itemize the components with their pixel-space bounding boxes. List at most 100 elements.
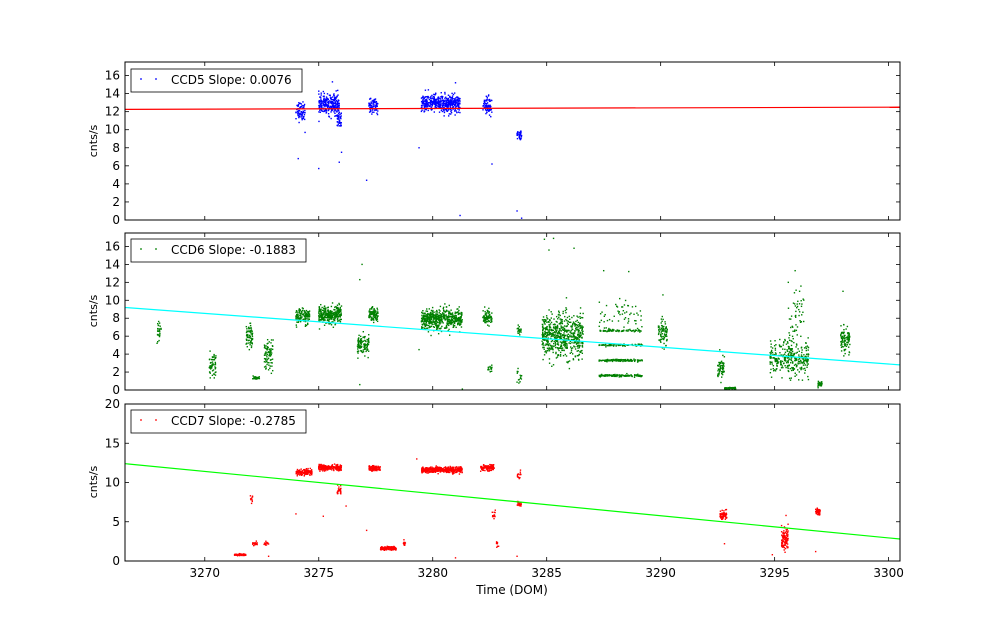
data-point (807, 359, 810, 361)
data-point (661, 315, 663, 318)
data-point (787, 357, 789, 359)
data-point (266, 358, 269, 360)
data-point (372, 103, 374, 105)
data-point (788, 337, 790, 339)
data-point (723, 356, 726, 358)
data-point (431, 100, 433, 103)
data-point (564, 353, 567, 356)
data-point (322, 313, 324, 316)
data-point (722, 362, 725, 365)
data-point (319, 310, 321, 313)
data-point (156, 333, 159, 336)
data-point (817, 387, 819, 389)
data-point (610, 344, 613, 346)
data-point (435, 321, 437, 323)
data-point (578, 354, 580, 356)
data-point (566, 361, 568, 363)
data-point (517, 131, 519, 133)
data-point (326, 466, 329, 468)
data-point (267, 369, 270, 371)
data-point (635, 320, 637, 322)
data-point (338, 469, 341, 472)
data-point (324, 313, 327, 315)
data-point (844, 334, 846, 337)
data-point (269, 359, 272, 361)
data-point (209, 372, 211, 374)
data-point (582, 333, 584, 335)
data-point (841, 343, 843, 346)
data-point (622, 310, 625, 312)
data-point (359, 338, 362, 340)
data-point (337, 123, 340, 125)
data-point (518, 331, 521, 333)
data-point (445, 309, 448, 311)
data-point (422, 98, 425, 100)
data-point (265, 365, 267, 367)
data-point (487, 316, 489, 318)
data-point (558, 331, 561, 334)
y-tick-label: 4 (112, 177, 120, 191)
data-point (376, 105, 378, 107)
data-point (430, 321, 432, 323)
data-point (430, 106, 432, 108)
data-point (444, 310, 446, 313)
data-point (340, 469, 342, 471)
data-point (771, 351, 774, 354)
data-point (158, 328, 161, 330)
data-point (721, 373, 724, 376)
data-point (627, 330, 629, 332)
data-point (633, 359, 635, 362)
data-point (211, 361, 214, 363)
data-point (569, 334, 571, 337)
data-point (719, 369, 721, 371)
data-point (322, 468, 324, 470)
data-point (805, 346, 807, 348)
data-point (338, 125, 341, 127)
data-point (428, 308, 430, 310)
data-point (635, 323, 637, 325)
data-point (789, 367, 791, 370)
data-point (719, 361, 721, 364)
data-point (337, 99, 340, 101)
data-point (561, 347, 563, 350)
data-point (570, 349, 573, 351)
ccd5-scatter-series (295, 81, 523, 219)
data-point (453, 103, 455, 106)
data-point (790, 340, 792, 342)
data-point (641, 359, 643, 361)
data-point (554, 323, 556, 326)
data-point (557, 344, 560, 346)
data-point (215, 371, 217, 373)
data-point (789, 379, 792, 381)
data-point (569, 352, 571, 354)
data-point (635, 345, 638, 347)
data-point (425, 108, 428, 111)
data-point (460, 326, 463, 328)
data-point (773, 369, 776, 371)
data-point (566, 342, 568, 345)
data-point (434, 103, 436, 105)
data-point (303, 471, 305, 474)
data-point (561, 319, 563, 321)
data-point (774, 370, 777, 372)
data-point (718, 370, 721, 373)
data-point (331, 109, 334, 111)
data-point (546, 335, 549, 337)
data-point (612, 329, 615, 331)
data-point (255, 543, 258, 545)
data-point (783, 341, 785, 343)
data-point (427, 324, 430, 327)
data-point (491, 366, 493, 369)
data-point (664, 321, 666, 323)
data-point (566, 322, 569, 324)
data-point (340, 466, 342, 469)
data-point (336, 467, 339, 469)
data-point (487, 368, 490, 371)
data-point (248, 348, 251, 351)
data-point (600, 359, 602, 362)
data-point (213, 355, 215, 357)
data-point (430, 108, 433, 110)
data-point (326, 104, 328, 106)
data-point (337, 94, 339, 96)
data-point (629, 359, 631, 362)
